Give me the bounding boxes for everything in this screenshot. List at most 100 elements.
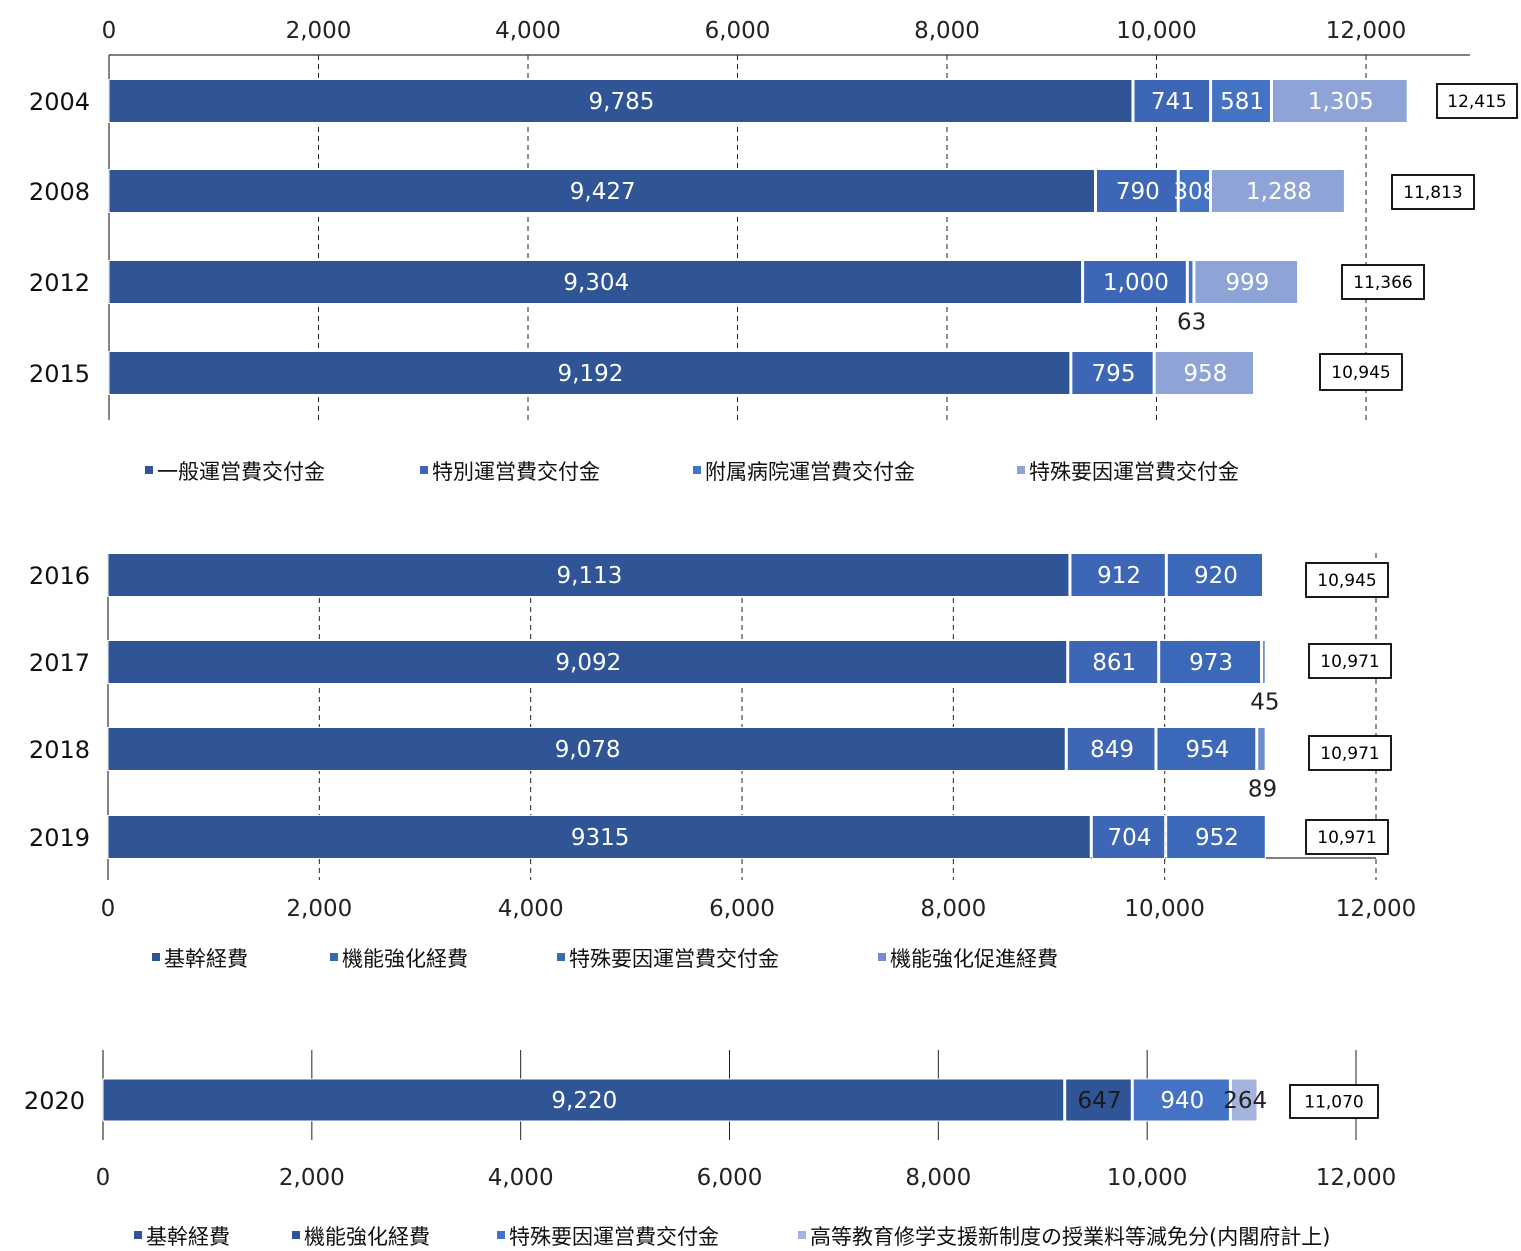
data-label: 1,305 (1308, 89, 1374, 115)
legend-label: 一般運営費交付金 (157, 460, 325, 484)
data-label: 704 (1108, 825, 1152, 851)
legend-label: 附属病院運営費交付金 (705, 460, 915, 484)
total-label: 10,971 (1320, 744, 1379, 764)
legend-swatch (152, 953, 160, 961)
x-tick-label: 6,000 (697, 1165, 763, 1191)
bar-segment (1065, 1078, 1132, 1122)
x-tick-label: 4,000 (495, 18, 561, 44)
bar-segment (1156, 727, 1257, 771)
bar-segment (1178, 169, 1210, 213)
bar-segment (1159, 640, 1262, 684)
bar-segment (1095, 169, 1178, 213)
data-label: 940 (1160, 1088, 1204, 1114)
data-label: 999 (1225, 270, 1269, 296)
x-tick-label: 2,000 (286, 896, 352, 922)
x-tick-label: 8,000 (914, 18, 980, 44)
total-label: 11,070 (1304, 1093, 1363, 1113)
data-label: 9,092 (555, 650, 621, 676)
x-tick-label: 6,000 (709, 896, 775, 922)
total-label: 11,813 (1403, 183, 1462, 203)
data-label: 741 (1151, 89, 1195, 115)
bar-segment (102, 1078, 1065, 1122)
data-label: 1,000 (1103, 270, 1169, 296)
bar-segment (1070, 553, 1166, 597)
legend-label: 機能強化促進経費 (890, 947, 1058, 971)
legend-label: 特殊要因運営費交付金 (1029, 460, 1239, 484)
bar-segment (1257, 727, 1266, 771)
data-label: 861 (1092, 650, 1136, 676)
bar-segment (1262, 640, 1266, 684)
data-label: 264 (1223, 1088, 1267, 1114)
x-tick-label: 12,000 (1316, 1165, 1396, 1191)
x-tick-label: 12,000 (1326, 18, 1406, 44)
legend-label: 高等教育修学支援新制度の授業料等減免分(内閣府計上) (810, 1225, 1330, 1247)
total-box (1308, 735, 1392, 771)
total-box (1305, 819, 1389, 855)
legend-swatch (420, 466, 428, 474)
x-tick-label: 0 (101, 896, 116, 922)
legend-label: 基幹経費 (146, 1225, 230, 1247)
legend-label: 基幹経費 (164, 947, 248, 971)
bar-segment (1133, 79, 1211, 123)
x-tick-label: 2,000 (286, 18, 352, 44)
total-box (1391, 174, 1475, 210)
bar-segment (1083, 260, 1187, 304)
legend-swatch (292, 1231, 300, 1239)
x-tick-label: 10,000 (1116, 18, 1196, 44)
total-box (1305, 562, 1389, 598)
category-label: 2004 (29, 88, 90, 116)
category-label: 2015 (29, 360, 90, 388)
bar-segment (108, 79, 1133, 123)
data-label: 9,427 (570, 179, 636, 205)
legend-label: 特別運営費交付金 (432, 460, 600, 484)
legend-swatch (878, 953, 886, 961)
legend-swatch (134, 1231, 142, 1239)
data-label: 795 (1092, 361, 1136, 387)
legend-label: 機能強化経費 (342, 947, 468, 971)
category-label: 2019 (29, 824, 90, 852)
bar-segment (1091, 815, 1166, 859)
bar-segment (1154, 351, 1254, 395)
bar-segment (1166, 815, 1266, 859)
legend-swatch (1017, 466, 1025, 474)
x-tick-label: 10,000 (1124, 896, 1204, 922)
data-label: 9,220 (551, 1088, 617, 1114)
legend-swatch (145, 466, 153, 474)
bar-segment (1210, 169, 1345, 213)
bar-segment (1068, 640, 1159, 684)
legend-label: 特殊要因運営費交付金 (569, 947, 779, 971)
data-label: 9,192 (558, 361, 624, 387)
data-label: 9,304 (563, 270, 629, 296)
data-label: 920 (1194, 563, 1238, 589)
bar-segment (1211, 79, 1271, 123)
bar-segment (108, 169, 1095, 213)
chart-1: 0 2,000 4,000 6,000 8,000 10,000 12,000 2004 9,7… (29, 18, 1518, 484)
total-box (1289, 1084, 1379, 1119)
data-label: 952 (1195, 825, 1239, 851)
legend-swatch (557, 953, 565, 961)
total-label: 11,366 (1353, 273, 1412, 293)
data-label: 958 (1183, 361, 1227, 387)
data-label: 9,113 (557, 563, 623, 589)
bar-segment (1166, 553, 1264, 597)
chart-3: 0 2,000 4,000 6,000 8,000 10,000 12,000 2020 9,2… (24, 1050, 1396, 1249)
total-label: 12,415 (1447, 92, 1506, 112)
total-box (1308, 643, 1392, 679)
legend-swatch (497, 1231, 505, 1239)
category-label: 2016 (29, 562, 90, 590)
bar-segment (108, 351, 1071, 395)
x-tick-label: 0 (102, 18, 117, 44)
bar-segment (1271, 79, 1408, 123)
data-label: 581 (1220, 89, 1264, 115)
data-label: 308 (1173, 179, 1217, 205)
data-label: 790 (1116, 179, 1160, 205)
total-label: 10,945 (1317, 571, 1376, 591)
category-label: 2012 (29, 269, 90, 297)
chart-2: 0 2,000 4,000 6,000 8,000 10,000 12,000 2016 9,1… (29, 553, 1416, 971)
x-tick-label: 4,000 (488, 1165, 554, 1191)
data-label: 9315 (571, 825, 630, 851)
x-tick-label: 0 (96, 1165, 111, 1191)
x-tick-label: 8,000 (905, 1165, 971, 1191)
